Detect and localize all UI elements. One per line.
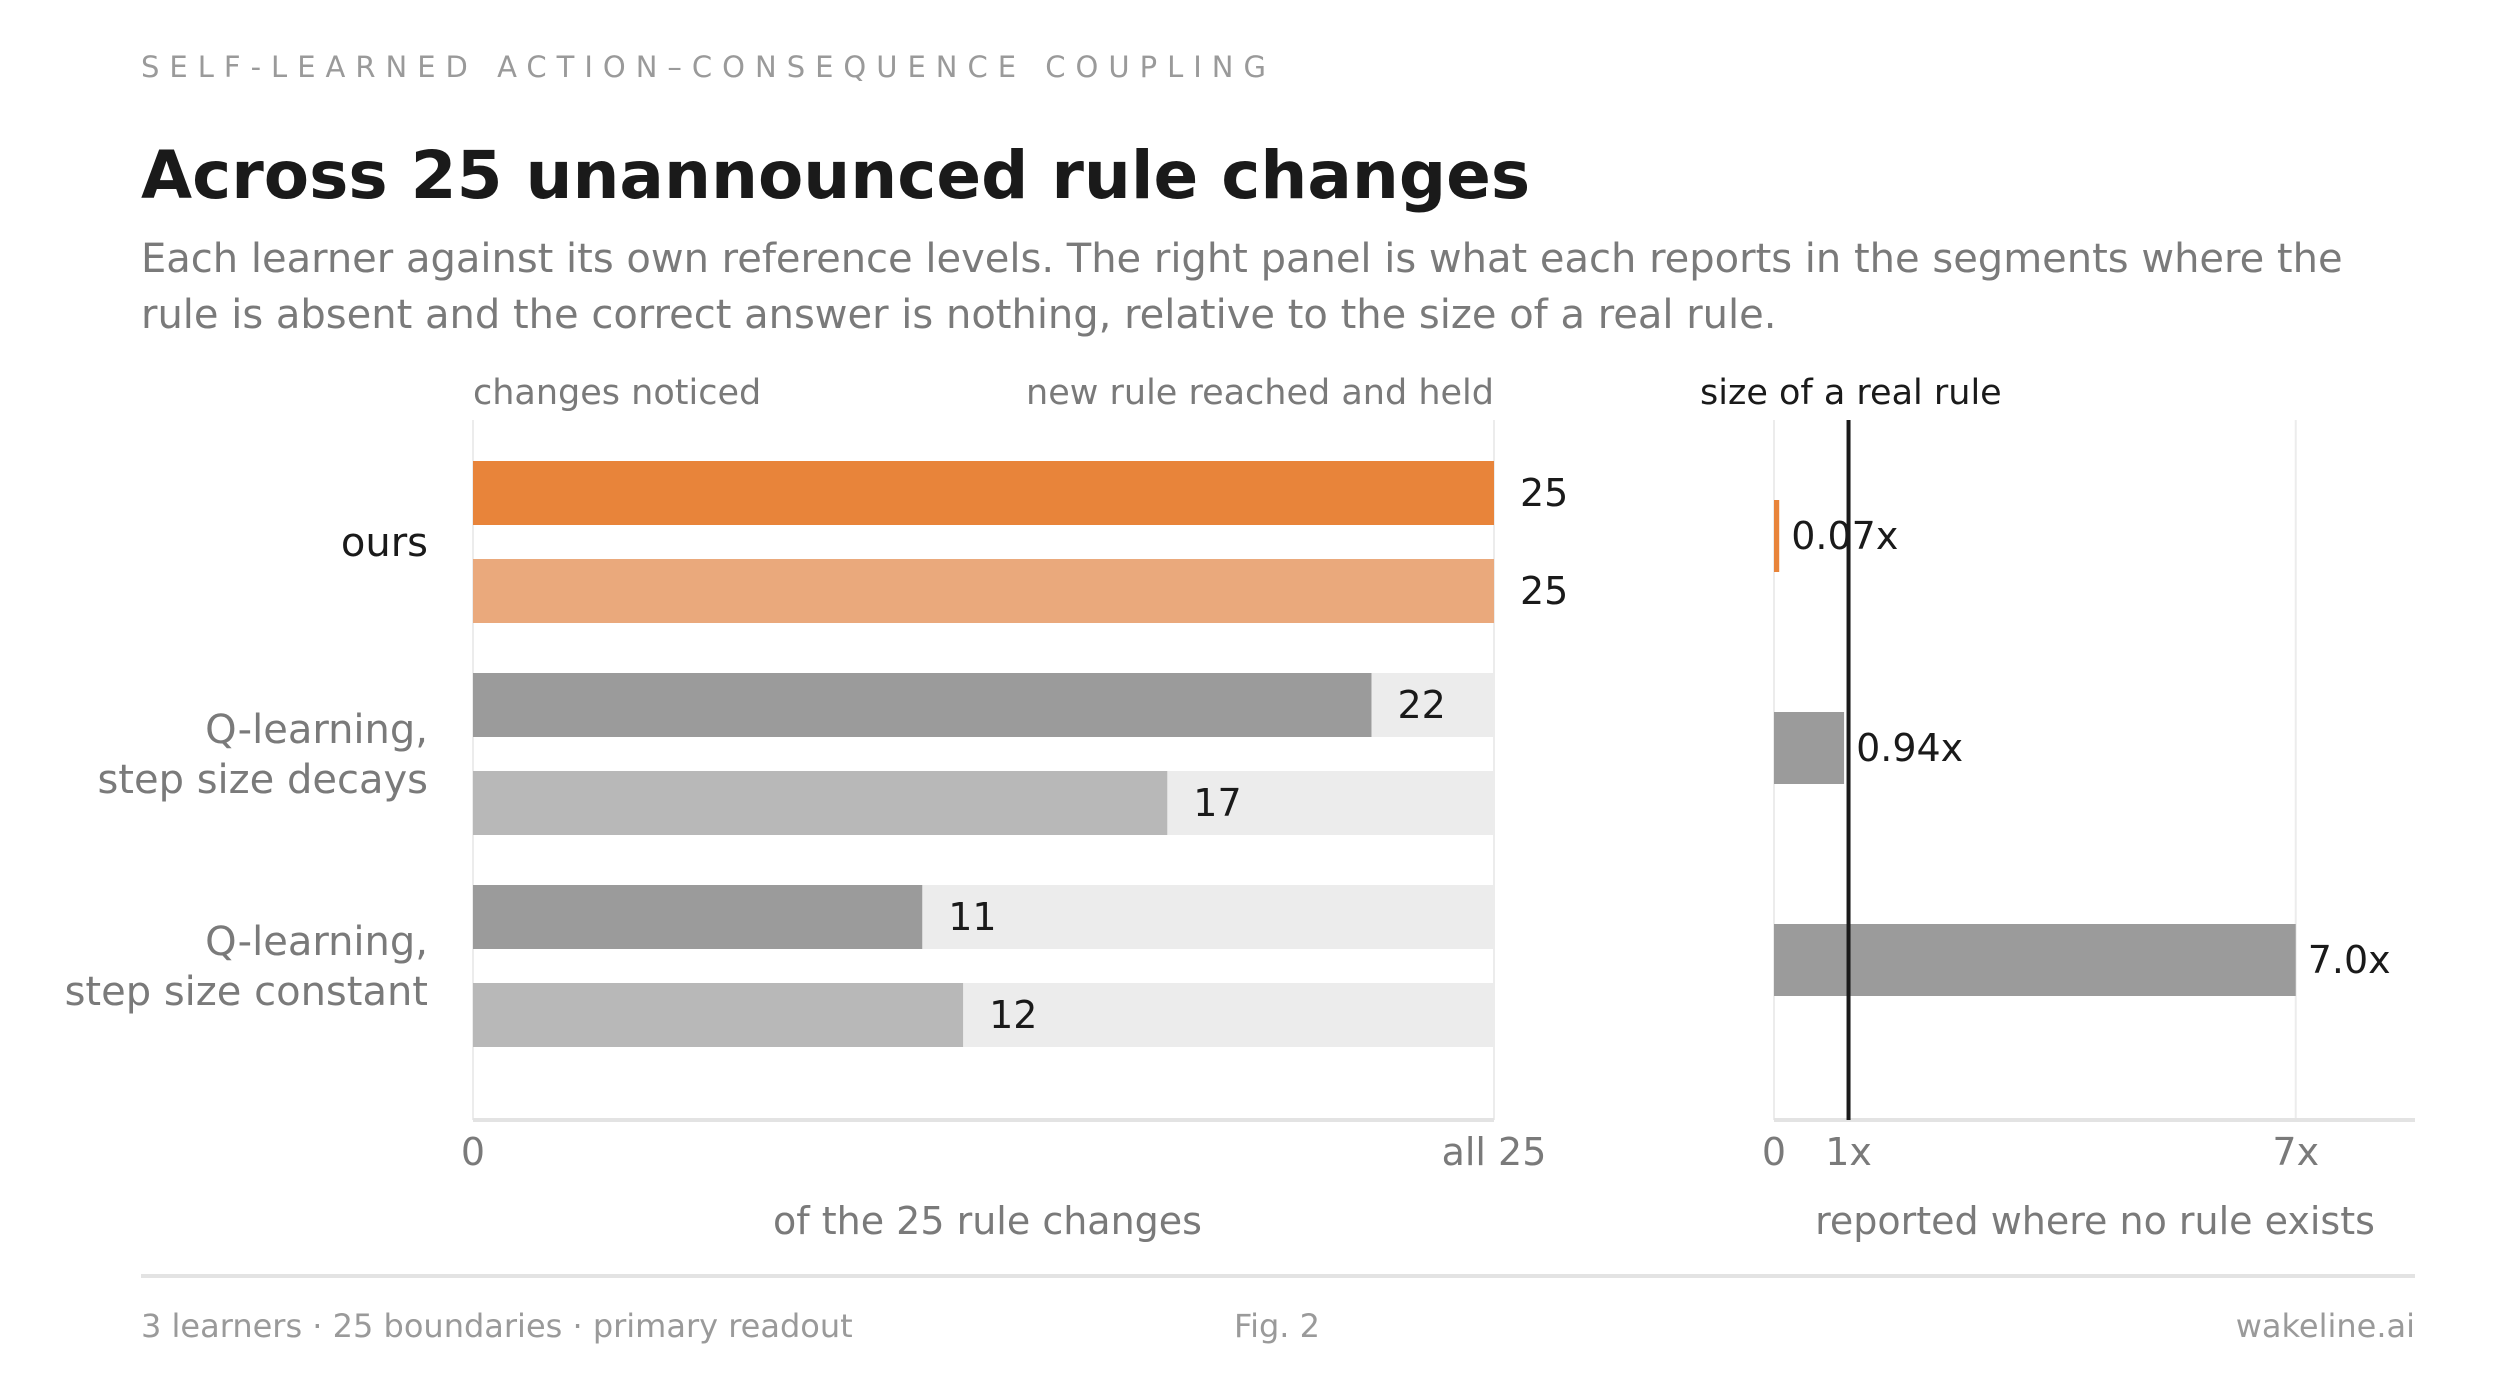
category-label: step size constant — [65, 969, 428, 1015]
ratio-value-label: 7.0x — [2308, 938, 2391, 982]
footer-left: 3 learners · 25 boundaries · primary rea… — [141, 1307, 853, 1345]
category-label: step size decays — [97, 757, 428, 803]
bar-held — [473, 983, 964, 1047]
category-label: Q-learning, — [205, 707, 428, 753]
column-header-noticed: changes noticed — [473, 373, 761, 413]
x-tick-label: 0 — [1762, 1130, 1786, 1174]
x-axis-title: reported where no rule exists — [1815, 1199, 2375, 1243]
column-header-held: new rule reached and held — [1026, 373, 1494, 413]
bar-noticed — [473, 885, 923, 949]
x-axis-title: of the 25 rule changes — [773, 1199, 1202, 1243]
ratio-bar — [1774, 712, 1845, 784]
bar-value-label: 11 — [948, 895, 996, 939]
x-tick-label: 0 — [461, 1130, 485, 1174]
bar-noticed — [473, 673, 1372, 737]
x-tick-label: 7x — [2272, 1130, 2319, 1174]
page-title: Across 25 unannounced rule changes — [141, 137, 1530, 214]
subtitle-line-1: Each learner against its own reference l… — [141, 236, 2343, 282]
bar-value-label: 12 — [989, 993, 1037, 1037]
bar-value-label: 25 — [1520, 471, 1568, 515]
category-label: ours — [341, 520, 428, 566]
ratio-bar — [1774, 924, 2296, 996]
category-label: Q-learning, — [205, 919, 428, 965]
ratio-value-label: 0.94x — [1856, 726, 1963, 770]
subtitle-line-2: rule is absent and the correct answer is… — [141, 292, 1776, 338]
bar-noticed — [473, 461, 1494, 525]
x-tick-label: all 25 — [1442, 1130, 1547, 1174]
left-chart-panel: changes noticed new rule reached and held… — [65, 373, 1569, 1243]
ratio-value-label: 0.07x — [1791, 514, 1898, 558]
right-chart-panel: 0.07x 0.94x 7.0x size of a real rule 0 1x 7x re… — [1700, 373, 2415, 1243]
footer-center: Fig. 2 — [1234, 1307, 1320, 1345]
ratio-bar — [1774, 500, 1780, 572]
bar-value-label: 25 — [1520, 569, 1568, 613]
bar-held — [473, 559, 1494, 623]
bar-value-label: 22 — [1397, 683, 1445, 727]
footer-right: wakeline.ai — [2236, 1307, 2415, 1345]
bar-value-label: 17 — [1193, 781, 1241, 825]
reference-label: size of a real rule — [1700, 373, 2002, 413]
bar-held — [473, 771, 1168, 835]
x-tick-label: 1x — [1825, 1130, 1872, 1174]
kicker: SELF-LEARNED ACTION–CONSEQUENCE COUPLING — [141, 50, 1276, 84]
